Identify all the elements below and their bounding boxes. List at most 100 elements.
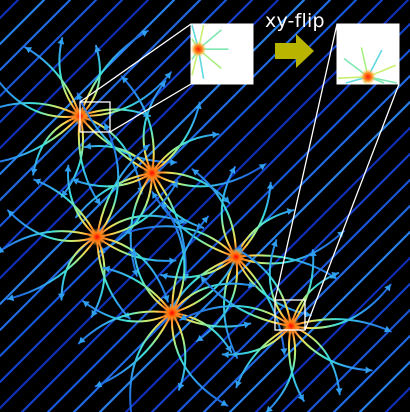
- source-streamline: [79, 29, 149, 117]
- source-streamline: [288, 325, 305, 402]
- streamline-arrowhead: [297, 394, 304, 401]
- streamline-arrowhead: [243, 321, 251, 329]
- source-streamline: [290, 318, 392, 333]
- source-streamline: [235, 230, 345, 265]
- streamline-arrowhead: [171, 181, 178, 189]
- zoom-connector: [109, 83, 192, 133]
- streamline-arrowhead: [177, 382, 185, 390]
- diagonal-streamline: [0, 0, 306, 306]
- streamline-arrowhead: [266, 405, 273, 412]
- source-streamline: [235, 209, 295, 258]
- source-streamline: [220, 166, 237, 258]
- inset-source-point: [190, 41, 207, 58]
- source-streamline: [96, 236, 177, 262]
- diagonal-streamline: [0, 0, 202, 202]
- streamline-arrowhead: [30, 168, 38, 175]
- streamline-arrowhead: [58, 293, 65, 300]
- streamline-arrowhead: [258, 164, 266, 171]
- diagonal-streamline: [384, 386, 410, 412]
- source-streamline: [6, 209, 98, 243]
- diagonal-streamline: [254, 256, 410, 412]
- streamline-arrowhead: [331, 272, 339, 279]
- diagonal-streamline: [228, 230, 410, 412]
- streamline-arrowhead: [201, 216, 209, 224]
- streamline-arrowhead: [72, 178, 80, 185]
- source-streamline: [79, 71, 172, 118]
- streamline-arrowhead: [25, 47, 33, 54]
- source-streamlines: [0, 29, 392, 412]
- streamline-arrowhead: [103, 265, 111, 273]
- diagonal-streamline: [306, 308, 410, 412]
- source-point: [227, 248, 245, 266]
- streamline-arrowhead: [280, 348, 288, 355]
- flip-arrow-icon: [275, 34, 314, 68]
- streamline-arrowhead: [309, 250, 317, 257]
- zoom-connector-lines: [79, 23, 400, 331]
- streamline-arrowhead: [0, 246, 5, 253]
- source-streamline: [81, 300, 173, 323]
- streamline-arrowhead: [200, 276, 208, 284]
- source-streamline: [170, 312, 229, 407]
- source-streamline: [151, 101, 201, 174]
- source-streamline: [234, 247, 292, 327]
- source-streamline: [24, 46, 81, 117]
- source-streamline: [179, 305, 292, 327]
- diagonal-streamline: [176, 178, 410, 412]
- source-streamline: [32, 115, 81, 176]
- diagonal-streamline: [0, 0, 98, 98]
- source-streamline: [171, 282, 256, 314]
- flip-arrow-shape: [275, 34, 314, 68]
- source-streamline: [171, 215, 210, 314]
- streamline-arrowhead: [212, 131, 219, 139]
- streamline-arrowhead: [124, 227, 132, 235]
- source-streamline: [123, 225, 237, 258]
- streamline-arrowhead: [286, 208, 294, 215]
- source-streamline: [0, 115, 81, 163]
- streamline-arrowhead: [222, 196, 230, 204]
- source-streamline: [120, 75, 155, 174]
- diagonal-streamline: [0, 0, 150, 150]
- source-streamline: [96, 122, 120, 238]
- source-streamline: [0, 230, 98, 253]
- streamline-arrowhead: [180, 314, 188, 321]
- streamline-arrowhead: [170, 159, 177, 166]
- streamline-arrowhead: [104, 123, 111, 131]
- source-streamline: [96, 236, 131, 320]
- streamline-arrowhead: [131, 269, 139, 276]
- diagonal-streamline: [0, 0, 176, 176]
- diagonal-streamline: [202, 204, 410, 412]
- source-streamline: [169, 256, 237, 312]
- diagonal-streamline: [0, 0, 72, 72]
- streamline-arrowhead: [161, 202, 169, 210]
- source-streamline: [290, 283, 392, 330]
- diagonal-streamline: [280, 282, 410, 412]
- source-streamline: [33, 178, 98, 238]
- source-point: [88, 228, 106, 246]
- zoom-box-right: [274, 299, 306, 331]
- source-streamline: [0, 102, 81, 117]
- source-streamline: [290, 325, 373, 372]
- source-streamline: [96, 180, 179, 238]
- streamline-arrowhead: [141, 30, 148, 37]
- diagonal-streamline: [46, 48, 410, 412]
- streamline-arrowhead: [248, 281, 255, 289]
- streamline-arrowhead: [220, 399, 228, 406]
- streamline-arrowhead: [34, 178, 42, 186]
- source-streamline: [77, 310, 173, 345]
- inset-flipped: [336, 23, 400, 85]
- streamline-arrowhead: [365, 366, 372, 374]
- streamline-arrowhead: [225, 345, 232, 353]
- streamline-arrowhead: [95, 380, 103, 388]
- streamline-arrowhead: [91, 309, 98, 317]
- streamline-arrowhead: [192, 169, 200, 176]
- streamline-arrowhead: [229, 167, 236, 174]
- diagonal-streamline: [0, 0, 20, 20]
- streamline-arrowhead: [57, 38, 65, 45]
- streamline-arrowhead: [271, 240, 278, 248]
- diagonal-streamline: [150, 152, 410, 412]
- streamline-arrowhead: [383, 325, 391, 333]
- zoom-insets: [190, 23, 400, 85]
- source-point: [143, 164, 161, 182]
- streamline-arrowhead: [179, 217, 186, 225]
